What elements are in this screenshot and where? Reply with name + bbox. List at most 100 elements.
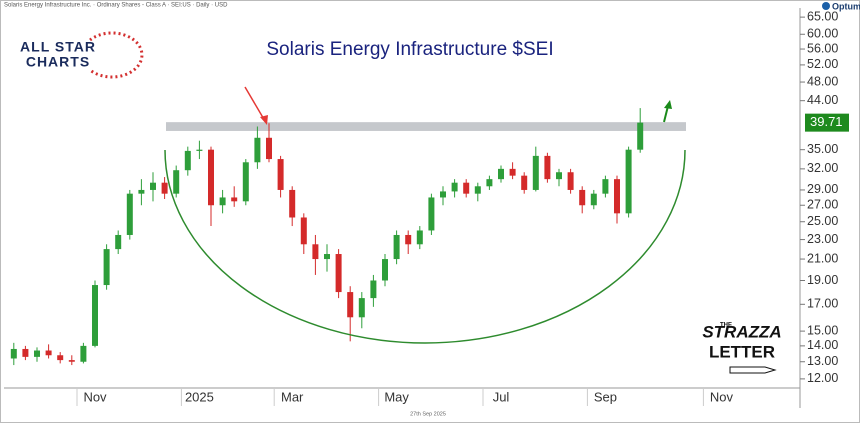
cup-arc	[164, 149, 686, 344]
candle-body	[103, 249, 110, 286]
y-tick-label: 13.00	[807, 354, 838, 368]
candle-body	[22, 348, 29, 357]
x-tick-label: Sep	[594, 389, 617, 404]
candle-body	[300, 217, 307, 245]
resistance-band	[166, 122, 686, 131]
y-tick-label: 48.00	[807, 74, 838, 88]
candle-body	[602, 179, 609, 194]
candle-body	[68, 360, 75, 362]
x-tick-label: Nov	[710, 389, 734, 404]
candle-body	[289, 189, 296, 218]
header: Solaris Energy Infrastructure Inc. · Ord…	[4, 3, 228, 9]
candle-body	[463, 182, 470, 194]
candle-body	[637, 122, 644, 150]
x-tick-label: 2025	[185, 389, 214, 404]
candle-body	[10, 348, 17, 359]
y-tick-label: 65.00	[807, 9, 838, 23]
y-tick-label: 12.00	[807, 371, 838, 385]
chart-title: Solaris Energy Infrastructure $SEI	[266, 39, 553, 60]
y-tick-label: 23.00	[807, 232, 838, 246]
candle-body	[440, 191, 446, 198]
candle-body	[474, 186, 481, 194]
candle-body	[312, 244, 319, 260]
candle-body	[358, 298, 365, 318]
candle-body	[486, 179, 493, 187]
y-tick-label: 44.00	[807, 93, 838, 107]
candle-body	[579, 189, 586, 206]
y-tick-label: 27.00	[807, 198, 838, 212]
x-tick-label: Nov	[83, 389, 107, 404]
candle-body	[335, 254, 342, 293]
x-tick-label: Mar	[281, 389, 304, 404]
candle-body	[625, 149, 632, 214]
candle-body	[173, 170, 180, 194]
arrow-shaft	[244, 86, 266, 122]
candle-body	[231, 197, 238, 202]
optuma-icon	[822, 2, 830, 10]
candle-body	[556, 172, 562, 180]
y-tick-label: 60.00	[807, 27, 838, 41]
candle-body	[498, 168, 504, 180]
candle-body	[393, 234, 400, 260]
arrow-shaft	[663, 105, 669, 123]
green-arrow	[663, 100, 672, 123]
candle-body	[532, 155, 539, 190]
y-tick-label: 35.00	[807, 142, 838, 156]
candle-body	[428, 197, 435, 231]
candle-body	[219, 197, 226, 206]
logo-line: ALL STAR	[20, 39, 96, 55]
footer-date: 27th Sep 2025	[410, 411, 446, 417]
candle-body	[57, 355, 64, 361]
red-arrow	[244, 86, 268, 125]
candle-body	[277, 159, 284, 190]
optuma-text: Optuma	[832, 1, 860, 11]
candle-body	[254, 137, 261, 163]
arrow-head	[664, 100, 672, 109]
logo-line: STRAZZA	[702, 322, 781, 341]
candle-body	[196, 149, 203, 151]
candle-body	[347, 292, 354, 318]
y-tick-label: 14.00	[807, 338, 838, 352]
candle-body	[567, 172, 574, 190]
candle-body	[126, 193, 133, 235]
candle-body	[34, 350, 40, 357]
candle-body	[614, 179, 620, 214]
candle-body	[138, 189, 145, 194]
y-tick-label: 19.00	[807, 273, 838, 287]
arrow-head	[260, 115, 268, 125]
candle-body	[521, 175, 528, 190]
candle-body	[509, 168, 516, 176]
candle-body	[266, 137, 272, 160]
candle-body	[92, 285, 98, 346]
y-tick-label: 56.00	[807, 41, 838, 55]
price-label-box	[805, 113, 849, 132]
candle-body	[370, 280, 377, 299]
candle-body	[242, 162, 249, 202]
y-tick-label: 17.00	[807, 297, 838, 311]
candle-body	[80, 345, 87, 362]
logo-line: THE	[720, 323, 732, 329]
y-tick-label: 29.00	[807, 182, 838, 196]
y-tick-label: 52.00	[807, 57, 838, 71]
candle-body	[115, 234, 122, 250]
all-star-logo: ALL STAR CHARTS	[20, 31, 144, 79]
candle-body	[208, 149, 214, 206]
plot-area	[10, 108, 686, 366]
candle-body	[590, 193, 597, 206]
candle-body	[451, 182, 458, 192]
candle-body	[324, 254, 330, 260]
y-tick-label: 21.00	[807, 251, 838, 265]
logo-line: LETTER	[709, 342, 775, 361]
logo-line: CHARTS	[26, 54, 90, 70]
y-tick-label: 15.00	[807, 323, 838, 337]
candle-body	[382, 259, 388, 281]
candle-body	[544, 155, 551, 180]
strazza-logo: THE STRAZZA LETTER	[702, 322, 782, 374]
pen-icon	[729, 366, 777, 374]
x-tick-label: Jul	[493, 389, 510, 404]
optuma-logo: Optuma	[822, 1, 860, 11]
y-tick-label: 32.00	[807, 161, 838, 175]
candle-body	[184, 150, 191, 171]
candle-body	[405, 234, 412, 245]
